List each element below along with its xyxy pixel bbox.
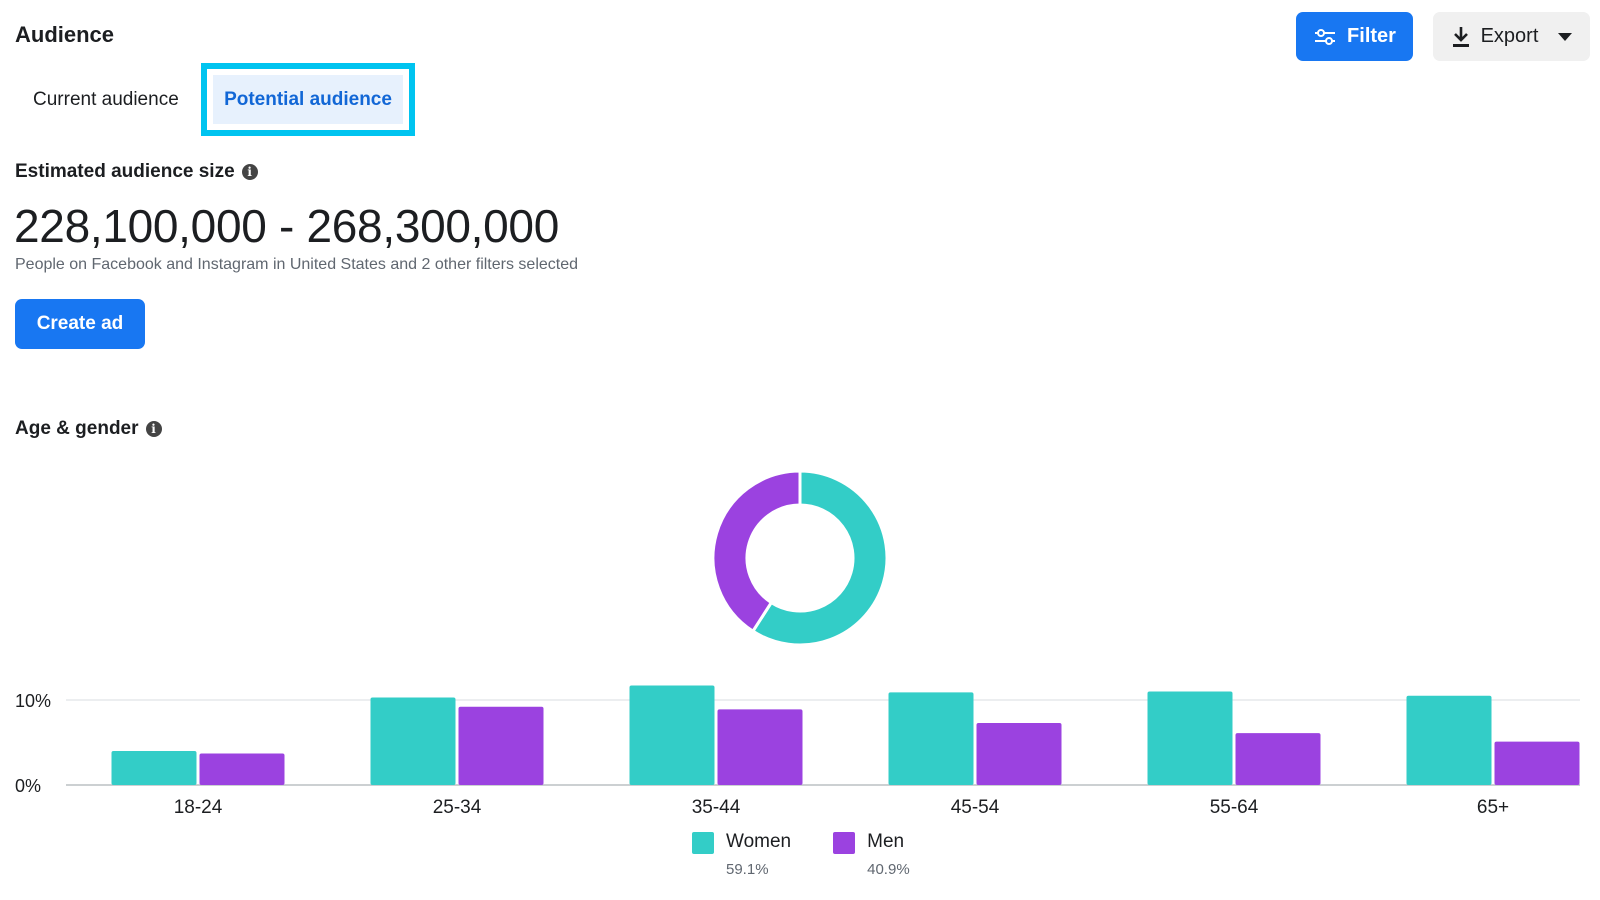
bar-men-18-24	[199, 753, 285, 785]
info-icon[interactable]: i	[145, 421, 162, 437]
legend-pct-men: 40.9%	[867, 861, 910, 878]
chevron-down-icon	[1558, 32, 1573, 41]
bar-women-65+	[1406, 695, 1492, 785]
sliders-icon	[1315, 28, 1336, 45]
y-tick-label: 0%	[15, 776, 41, 796]
tab-potential-audience-highlight[interactable]: Potential audience	[201, 63, 415, 136]
legend-swatch-men	[833, 832, 856, 854]
chart-legend: Women 59.1% Men 40.9%	[692, 831, 910, 878]
age-gender-label: Age & gender i	[15, 418, 162, 440]
age-gender-chart: 0% 10% 18-24 25-34 35-44 45-54 55-64 65+	[15, 469, 1580, 818]
create-ad-button[interactable]: Create ad	[15, 299, 145, 349]
tab-current-audience[interactable]: Current audience	[33, 89, 179, 110]
x-tick-label: 18-24	[174, 797, 223, 818]
bar-men-45-54	[976, 722, 1062, 785]
estimated-size-label: Estimated audience size i	[15, 161, 258, 183]
donut-slice-men	[711, 469, 802, 634]
tab-potential-audience[interactable]: Potential audience	[213, 75, 403, 124]
age-gender-label-text: Age & gender	[15, 418, 139, 439]
download-icon	[1452, 26, 1469, 47]
bar-women-35-44	[629, 685, 715, 785]
estimated-size-value: 228,100,000 - 268,300,000	[14, 200, 559, 252]
page-title: Audience	[15, 22, 115, 47]
estimated-size-label-text: Estimated audience size	[15, 161, 235, 182]
export-button[interactable]: Export	[1433, 12, 1590, 61]
bar-men-35-44	[717, 709, 803, 785]
legend-label-men: Men	[867, 831, 905, 852]
y-tick-label: 10%	[15, 691, 51, 711]
bar-women-25-34	[370, 697, 456, 785]
x-tick-label: 55-64	[1210, 797, 1259, 818]
bar-men-55-64	[1235, 733, 1321, 785]
x-tick-label: 25-34	[433, 797, 482, 818]
estimated-size-subtitle: People on Facebook and Instagram in Unit…	[15, 256, 579, 273]
export-button-label: Export	[1480, 25, 1539, 47]
x-tick-label: 35-44	[692, 797, 741, 818]
filter-button[interactable]: Filter	[1296, 12, 1413, 61]
legend-item-women: Women 59.1%	[692, 831, 791, 878]
legend-label-women: Women	[726, 831, 792, 852]
info-icon[interactable]: i	[241, 164, 258, 180]
bar-women-55-64	[1147, 691, 1233, 785]
legend-pct-women: 59.1%	[726, 861, 769, 878]
legend-swatch-women	[692, 832, 714, 854]
x-tick-label: 45-54	[951, 797, 1000, 818]
x-tick-label: 65+	[1477, 797, 1509, 818]
filter-button-label: Filter	[1347, 25, 1396, 47]
legend-item-men: Men 40.9%	[833, 831, 910, 878]
bar-women-45-54	[888, 692, 974, 785]
bar-men-25-34	[458, 706, 544, 785]
bar-men-65+	[1494, 741, 1580, 785]
donut-slice-women	[750, 469, 889, 647]
bar-women-18-24	[111, 751, 197, 785]
